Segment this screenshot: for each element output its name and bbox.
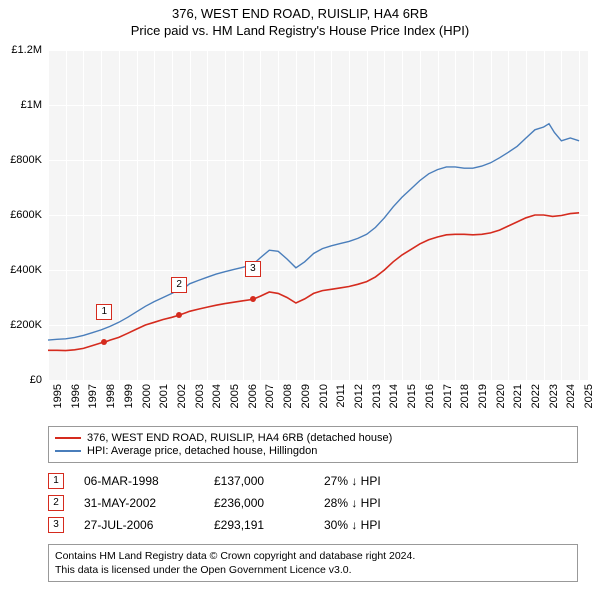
y-axis-label: £1M bbox=[0, 99, 42, 111]
x-axis-label: 2023 bbox=[548, 384, 560, 408]
x-axis-label: 2006 bbox=[247, 384, 259, 408]
x-axis-label: 1995 bbox=[52, 384, 64, 408]
legend-label: HPI: Average price, detached house, Hill… bbox=[87, 445, 317, 457]
y-axis-label: £200K bbox=[0, 319, 42, 331]
series-line bbox=[48, 124, 579, 340]
legend-label: 376, WEST END ROAD, RUISLIP, HA4 6RB (de… bbox=[87, 432, 392, 444]
sales-row-number: 3 bbox=[48, 517, 64, 533]
chart-container: 376, WEST END ROAD, RUISLIP, HA4 6RB Pri… bbox=[0, 6, 600, 596]
sales-row-date: 27-JUL-2006 bbox=[84, 518, 214, 532]
y-axis-label: £800K bbox=[0, 154, 42, 166]
x-axis-label: 2019 bbox=[477, 384, 489, 408]
sales-row-date: 06-MAR-1998 bbox=[84, 474, 214, 488]
x-axis-label: 2005 bbox=[229, 384, 241, 408]
sales-row-number: 1 bbox=[48, 473, 64, 489]
x-axis-label: 2002 bbox=[176, 384, 188, 408]
sales-row: 2 31-MAY-2002£236,00028% ↓ HPI bbox=[48, 492, 414, 514]
x-axis-label: 2017 bbox=[442, 384, 454, 408]
x-axis-label: 2011 bbox=[335, 384, 347, 408]
page-title: 376, WEST END ROAD, RUISLIP, HA4 6RB bbox=[0, 6, 600, 21]
sale-callout-box: 2 bbox=[171, 277, 187, 293]
sale-point-marker bbox=[250, 296, 256, 302]
x-axis-label: 2007 bbox=[264, 384, 276, 408]
x-axis-label: 1997 bbox=[87, 384, 99, 408]
chart-area: £0£200K£400K£600K£800K£1M£1.2M1995199619… bbox=[48, 50, 588, 380]
sales-row-diff: 27% ↓ HPI bbox=[324, 474, 414, 488]
sales-row-price: £236,000 bbox=[214, 496, 324, 510]
x-axis-label: 2012 bbox=[353, 384, 365, 408]
sale-point-marker bbox=[101, 339, 107, 345]
y-axis-label: £400K bbox=[0, 264, 42, 276]
x-axis-label: 2015 bbox=[406, 384, 418, 408]
y-axis-label: £0 bbox=[0, 374, 42, 386]
sales-table: 1 06-MAR-1998£137,00027% ↓ HPI 2 31-MAY-200… bbox=[48, 470, 414, 536]
x-axis-label: 2014 bbox=[388, 384, 400, 408]
y-axis-label: £1.2M bbox=[0, 44, 42, 56]
x-axis-label: 2016 bbox=[424, 384, 436, 408]
gridline-horizontal bbox=[48, 380, 588, 381]
sales-row-diff: 30% ↓ HPI bbox=[324, 518, 414, 532]
legend-swatch bbox=[55, 450, 81, 452]
x-axis-label: 2018 bbox=[459, 384, 471, 408]
sales-row-diff: 28% ↓ HPI bbox=[324, 496, 414, 510]
x-axis-label: 2022 bbox=[530, 384, 542, 408]
sale-callout-box: 3 bbox=[245, 261, 261, 277]
x-axis-label: 2025 bbox=[583, 384, 595, 408]
x-axis-label: 2008 bbox=[282, 384, 294, 408]
page-subtitle: Price paid vs. HM Land Registry's House … bbox=[0, 23, 600, 38]
x-axis-label: 2009 bbox=[300, 384, 312, 408]
x-axis-label: 2010 bbox=[318, 384, 330, 408]
sales-row: 3 27-JUL-2006£293,19130% ↓ HPI bbox=[48, 514, 414, 536]
x-axis-label: 2000 bbox=[141, 384, 153, 408]
footnote-line-2: This data is licensed under the Open Gov… bbox=[55, 563, 571, 577]
x-axis-label: 2004 bbox=[211, 384, 223, 408]
x-axis-label: 1996 bbox=[70, 384, 82, 408]
legend-box: 376, WEST END ROAD, RUISLIP, HA4 6RB (de… bbox=[48, 426, 578, 463]
x-axis-label: 2021 bbox=[512, 384, 524, 408]
sales-row: 1 06-MAR-1998£137,00027% ↓ HPI bbox=[48, 470, 414, 492]
y-axis-label: £600K bbox=[0, 209, 42, 221]
x-axis-label: 1998 bbox=[105, 384, 117, 408]
chart-svg bbox=[48, 50, 588, 380]
legend-row: HPI: Average price, detached house, Hill… bbox=[55, 445, 571, 457]
sales-row-number: 2 bbox=[48, 495, 64, 511]
sale-callout-box: 1 bbox=[96, 304, 112, 320]
legend-row: 376, WEST END ROAD, RUISLIP, HA4 6RB (de… bbox=[55, 432, 571, 444]
x-axis-label: 2024 bbox=[565, 384, 577, 408]
series-line bbox=[48, 213, 579, 351]
x-axis-label: 2020 bbox=[495, 384, 507, 408]
sales-row-price: £293,191 bbox=[214, 518, 324, 532]
legend-swatch bbox=[55, 437, 81, 439]
footnote-line-1: Contains HM Land Registry data © Crown c… bbox=[55, 549, 571, 563]
footnote-box: Contains HM Land Registry data © Crown c… bbox=[48, 544, 578, 582]
x-axis-label: 2001 bbox=[158, 384, 170, 408]
x-axis-label: 1999 bbox=[123, 384, 135, 408]
sales-row-date: 31-MAY-2002 bbox=[84, 496, 214, 510]
sale-point-marker bbox=[176, 312, 182, 318]
sales-row-price: £137,000 bbox=[214, 474, 324, 488]
x-axis-label: 2003 bbox=[194, 384, 206, 408]
x-axis-label: 2013 bbox=[371, 384, 383, 408]
